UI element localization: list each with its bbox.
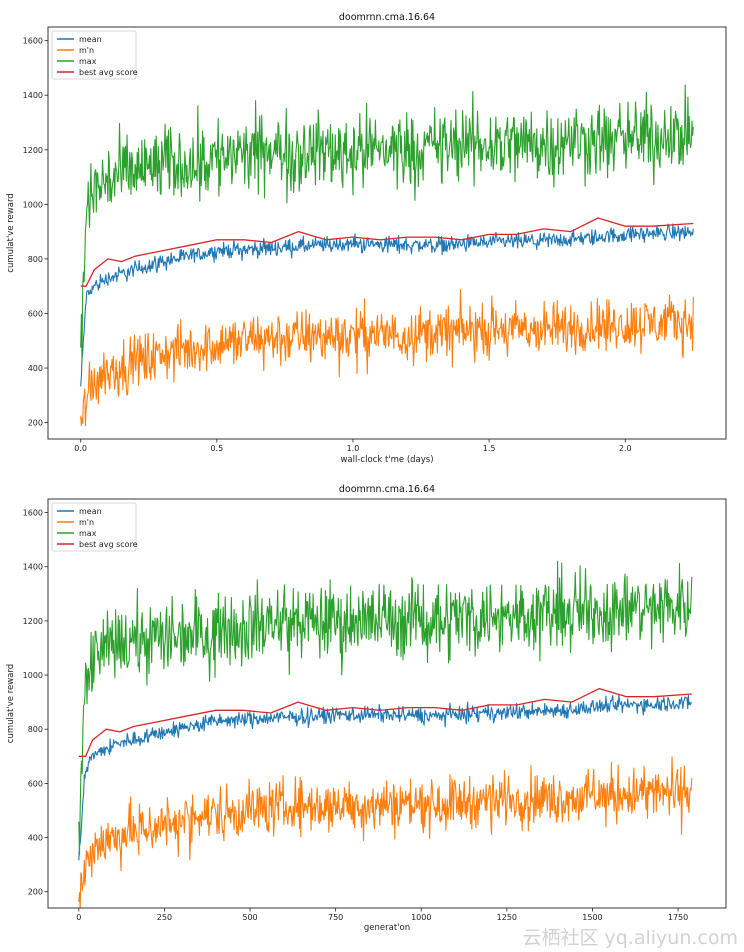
legend-box	[51, 502, 137, 552]
x-axis-label: wall-clock t'me (days)	[340, 455, 433, 465]
y-tick-label: 600	[28, 779, 43, 788]
series-line-best-avg-score	[78, 687, 692, 757]
y-axis-label: cumulat've reward	[6, 664, 16, 743]
axes-frame	[47, 498, 727, 909]
subplot-2: doomrnn.cma.16.64 0 250 500 750 1000 1250 1500 1…	[6, 484, 727, 933]
series-line-m-n	[80, 288, 694, 427]
legend-entry: m'n	[79, 518, 94, 527]
y-tick-label: 400	[28, 834, 43, 843]
x-tick-label: 1500	[582, 913, 602, 922]
chart-title: doomrnn.cma.16.64	[339, 484, 435, 495]
legend-entry: mean	[79, 507, 102, 516]
watermark-text: 云栖社区 yq.aliyun.com	[522, 927, 738, 949]
series-line-max	[78, 560, 693, 856]
series-line-m-n	[78, 756, 693, 908]
y-tick-label: 1000	[23, 200, 43, 209]
legend: mean m'n max best avg score	[51, 502, 138, 552]
series-line-best-avg-score	[80, 217, 694, 287]
legend-entry: m'n	[79, 46, 94, 55]
x-tick-label: 1250	[497, 913, 517, 922]
y-tick-label: 1000	[23, 671, 43, 680]
chart-title: doomrnn.cma.16.64	[339, 12, 435, 23]
x-tick-label: 750	[328, 913, 343, 922]
legend-entry: max	[79, 57, 97, 66]
x-tick-label: 0	[76, 913, 81, 922]
y-tick-label: 600	[28, 309, 43, 318]
x-tick-label: 250	[157, 913, 172, 922]
y-tick-label: 800	[28, 725, 43, 734]
legend: mean m'n max best avg score	[51, 30, 138, 80]
x-tick-label: 1000	[411, 913, 431, 922]
legend-entry: mean	[79, 35, 102, 44]
y-tick-label: 1400	[23, 563, 43, 572]
legend-box	[51, 30, 137, 80]
x-tick-label: 2.0	[619, 444, 632, 453]
series-line-mean	[80, 223, 694, 387]
x-axis-label: generat'on	[364, 923, 410, 933]
y-tick-label: 800	[28, 255, 43, 264]
axes-frame	[47, 26, 727, 440]
y-tick-label: 1600	[23, 509, 43, 518]
series-line-mean	[78, 694, 693, 861]
y-tick-label: 400	[28, 364, 43, 373]
y-tick-label: 1200	[23, 146, 43, 155]
y-tick-label: 1400	[23, 91, 43, 100]
series-line-max	[80, 84, 694, 364]
x-tick-label: 0.5	[210, 444, 223, 453]
x-tick-label: 1750	[668, 913, 688, 922]
y-axis-label: cumulat've reward	[6, 193, 16, 272]
plot-area	[78, 560, 693, 908]
y-tick-label: 200	[28, 888, 43, 897]
x-tick-label: 1.5	[483, 444, 496, 453]
legend-entry: max	[79, 529, 97, 538]
y-tick-label: 200	[28, 419, 43, 428]
subplot-1: doomrnn.cma.16.64 0.0 0.5 1.0 1.5 2.0 200 400 60…	[6, 12, 727, 465]
y-tick-label: 1600	[23, 37, 43, 46]
legend-entry: best avg score	[79, 68, 138, 77]
y-tick-label: 1200	[23, 617, 43, 626]
x-tick-label: 500	[242, 913, 257, 922]
plot-area	[80, 84, 694, 427]
legend-entry: best avg score	[79, 540, 138, 549]
x-tick-label: 1.0	[347, 444, 360, 453]
x-tick-label: 0.0	[74, 444, 87, 453]
